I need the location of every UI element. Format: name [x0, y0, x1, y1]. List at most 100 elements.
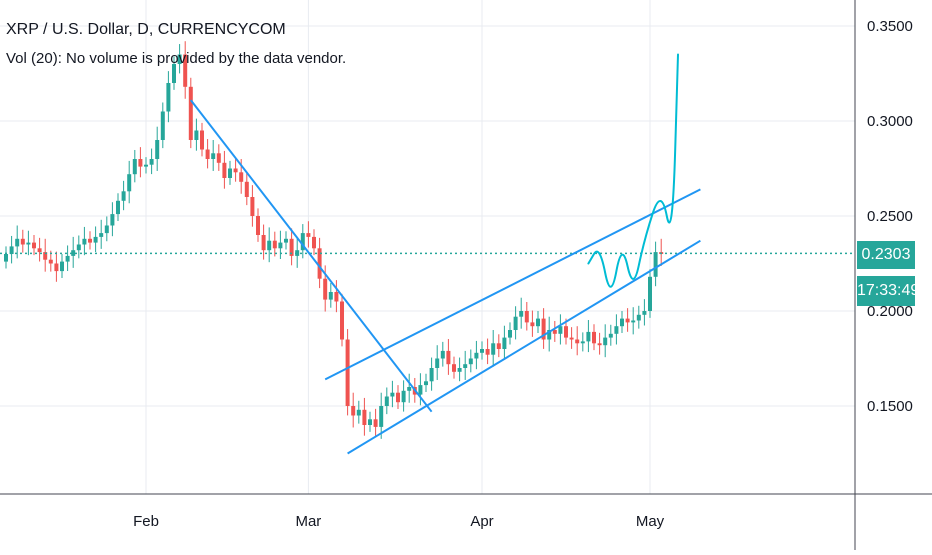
candle-body: [390, 392, 395, 397]
candle-body: [228, 168, 232, 178]
candle-body: [48, 259, 53, 264]
candle-body: [351, 406, 356, 416]
candle-body: [569, 337, 574, 340]
candle-body: [4, 254, 8, 262]
candle-body: [446, 350, 451, 365]
candle-body: [121, 191, 126, 201]
candle-body: [474, 352, 479, 359]
candle-body: [188, 86, 193, 140]
candle-body: [642, 311, 647, 315]
candle-body: [43, 252, 48, 260]
candle-body: [502, 337, 507, 349]
candle-body: [144, 164, 148, 167]
candle-body: [524, 311, 529, 323]
candle-body: [37, 248, 42, 253]
candle-body: [26, 242, 31, 245]
candle-body: [452, 364, 456, 372]
candle-body: [289, 238, 294, 256]
candle-body: [614, 326, 619, 334]
candle-body: [362, 409, 367, 425]
channel-lower-line: [347, 239, 701, 455]
candle-body: [653, 252, 658, 277]
candle-body: [340, 301, 344, 340]
candle-body: [272, 240, 277, 249]
candle-body: [407, 387, 412, 391]
candle-body: [508, 330, 512, 338]
candle-body: [160, 111, 165, 140]
candle-body: [328, 292, 333, 300]
candle-body: [256, 216, 260, 235]
candle-body: [9, 246, 14, 254]
candle-body: [222, 162, 227, 178]
candle-body: [513, 316, 518, 330]
candle-body: [216, 153, 221, 163]
price-axis-label: 0.2000: [867, 303, 913, 320]
candle-body: [429, 368, 434, 382]
candle-body: [295, 250, 300, 256]
grid: [0, 0, 855, 494]
candle-body: [373, 419, 378, 427]
last-price-badge: 0.2303: [857, 241, 915, 269]
candle-body: [457, 368, 462, 372]
candle-body: [547, 330, 552, 340]
candle-body: [71, 250, 76, 256]
candle-body: [620, 318, 624, 327]
price-axis-label: 0.3500: [867, 18, 913, 35]
candle-body: [586, 331, 591, 342]
candle-body: [82, 238, 87, 245]
candle-body: [93, 236, 98, 243]
candle-body: [99, 233, 104, 237]
candle-body: [261, 235, 266, 251]
candle-body: [564, 326, 568, 338]
symbol-title[interactable]: XRP / U.S. Dollar, D, CURRENCYCOM: [6, 21, 286, 38]
candle-body: [468, 358, 473, 365]
candle-body: [104, 225, 109, 234]
candle-body: [636, 314, 641, 321]
bar-countdown-badge: 17:33:49: [857, 276, 919, 306]
candle-body: [418, 385, 423, 395]
candle-body: [194, 130, 199, 140]
candle-body: [60, 261, 64, 272]
candle-body: [32, 242, 36, 249]
candle-body: [132, 159, 137, 175]
candle-body: [552, 330, 557, 334]
candle-body: [519, 311, 524, 317]
price-axis-label: 0.2500: [867, 208, 913, 225]
candle-body: [250, 197, 255, 216]
drawings: [0, 53, 855, 455]
candle-body: [312, 236, 316, 249]
candle-body: [440, 350, 445, 359]
volume-indicator-note[interactable]: Vol (20): No volume is provided by the d…: [6, 50, 347, 67]
candle-body: [608, 333, 613, 338]
candle-body: [401, 390, 406, 403]
candle-body: [278, 242, 283, 249]
candle-body: [54, 263, 59, 272]
candle-body: [116, 200, 120, 215]
candle-body: [127, 174, 132, 192]
candle-body: [239, 172, 244, 182]
candle-body: [244, 181, 249, 197]
candle-body: [205, 149, 210, 159]
candle-body: [384, 396, 389, 406]
candle-body: [88, 238, 92, 243]
candle-body: [138, 159, 143, 167]
candle-body: [541, 318, 546, 340]
candle-body: [491, 343, 496, 355]
price-axis-label: 0.1500: [867, 398, 913, 415]
candle-body: [592, 331, 596, 344]
candle-body: [368, 419, 372, 425]
candle-body: [597, 343, 602, 346]
candle-body: [284, 238, 288, 243]
candle-body: [233, 168, 238, 173]
candle-body: [603, 337, 608, 346]
candle-body: [631, 320, 636, 323]
candle-body: [530, 322, 535, 327]
price-axis-label: 0.3000: [867, 113, 913, 130]
candle-body: [65, 255, 70, 262]
candle-body: [580, 341, 585, 344]
candle-body: [379, 406, 384, 427]
candle-body: [334, 292, 339, 302]
